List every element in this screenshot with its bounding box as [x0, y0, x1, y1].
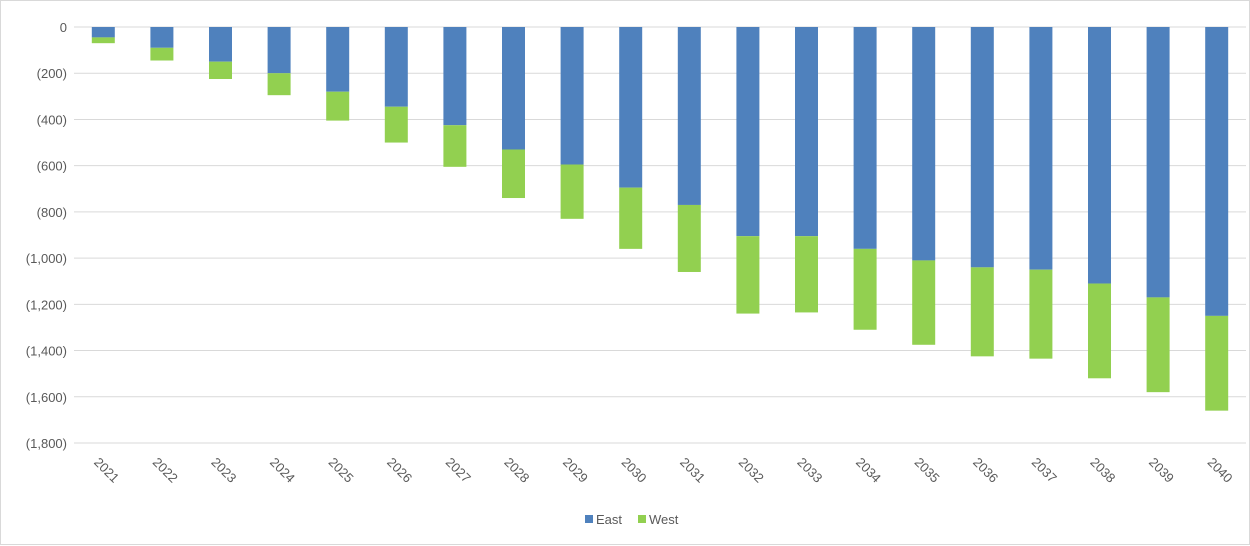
x-tick-label: 2032 — [736, 455, 767, 486]
bar-east-2027 — [443, 27, 467, 126]
bar-east-2022 — [150, 27, 174, 48]
gridlines — [74, 26, 1246, 444]
bar-east-2037 — [1029, 27, 1053, 270]
x-tick-label: 2025 — [326, 455, 357, 486]
bar-west-2021 — [91, 37, 115, 44]
y-tick-label: (1,200) — [26, 297, 67, 312]
y-tick-label: (800) — [37, 205, 67, 220]
bar-east-2028 — [502, 27, 525, 150]
y-tick-label: 0 — [60, 20, 67, 35]
x-tick-label: 2023 — [208, 455, 239, 486]
x-tick-label: 2031 — [677, 455, 708, 486]
y-tick-label: (1,600) — [26, 390, 67, 405]
legend-label-west: West — [649, 512, 679, 527]
legend: East West — [585, 512, 679, 527]
bar-east-2029 — [560, 27, 584, 165]
bars — [91, 27, 1229, 411]
y-tick-label: (600) — [37, 159, 67, 174]
x-tick-label: 2033 — [794, 455, 825, 486]
legend-swatch-west — [638, 515, 646, 523]
x-tick-label: 2039 — [1146, 455, 1177, 486]
x-tick-label: 2024 — [267, 455, 298, 486]
bar-west-2023 — [209, 61, 232, 79]
x-tick-label: 2029 — [560, 455, 591, 486]
x-tick-label: 2034 — [853, 455, 884, 486]
y-axis-ticks: 0 (200) (400) (600) (800) (1,000) (1,200) (1,40… — [26, 20, 67, 451]
x-tick-label: 2021 — [91, 455, 122, 486]
bar-east-2034 — [853, 27, 877, 249]
bar-west-2036 — [970, 267, 994, 357]
bar-east-2024 — [267, 27, 291, 74]
bar-west-2024 — [267, 73, 291, 96]
bar-east-2026 — [384, 27, 408, 107]
bar-east-2032 — [736, 27, 760, 237]
x-tick-label: 2028 — [501, 455, 532, 486]
bar-west-2029 — [560, 164, 584, 219]
bar-west-2034 — [853, 248, 877, 330]
bar-east-2039 — [1146, 27, 1170, 298]
bar-west-2032 — [736, 236, 760, 314]
bar-west-2035 — [912, 260, 936, 345]
bar-west-2027 — [443, 125, 467, 167]
legend-swatch-east — [585, 515, 593, 523]
bar-west-2038 — [1088, 283, 1111, 379]
bar-east-2035 — [912, 27, 936, 261]
bar-east-2030 — [619, 27, 643, 188]
bar-west-2030 — [619, 187, 643, 249]
bar-west-2040 — [1205, 315, 1229, 411]
bar-west-2026 — [384, 106, 408, 143]
x-tick-label: 2040 — [1205, 455, 1236, 486]
x-tick-label: 2022 — [150, 455, 181, 486]
bar-west-2028 — [502, 149, 525, 199]
x-tick-label: 2037 — [1029, 455, 1060, 486]
bar-east-2033 — [795, 27, 818, 237]
bar-west-2033 — [795, 236, 818, 313]
y-tick-label: (1,000) — [26, 251, 67, 266]
bar-west-2039 — [1146, 297, 1170, 393]
bar-east-2023 — [209, 27, 232, 62]
x-tick-label: 2038 — [1087, 455, 1118, 486]
bar-east-2021 — [91, 27, 115, 38]
bar-east-2025 — [326, 27, 350, 92]
x-axis-ticks: 2021 2022 2023 2024 2025 2026 2027 2028 2029 2030… — [91, 455, 1235, 486]
bar-east-2040 — [1205, 27, 1229, 316]
y-tick-label: (400) — [37, 112, 67, 127]
bar-west-2031 — [677, 204, 701, 272]
bar-west-2022 — [150, 47, 174, 61]
y-tick-label: (1,400) — [26, 344, 67, 359]
x-tick-label: 2035 — [912, 455, 943, 486]
bar-east-2036 — [970, 27, 994, 268]
bar-west-2037 — [1029, 269, 1053, 359]
x-tick-label: 2026 — [384, 455, 415, 486]
bar-east-2038 — [1088, 27, 1111, 284]
y-tick-label: (200) — [37, 66, 67, 81]
bar-west-2025 — [326, 91, 350, 121]
x-tick-label: 2027 — [443, 455, 474, 486]
bar-east-2031 — [677, 27, 701, 205]
x-tick-label: 2036 — [970, 455, 1001, 486]
legend-label-east: East — [596, 512, 622, 527]
y-tick-label: (1,800) — [26, 436, 67, 451]
x-tick-label: 2030 — [619, 455, 650, 486]
